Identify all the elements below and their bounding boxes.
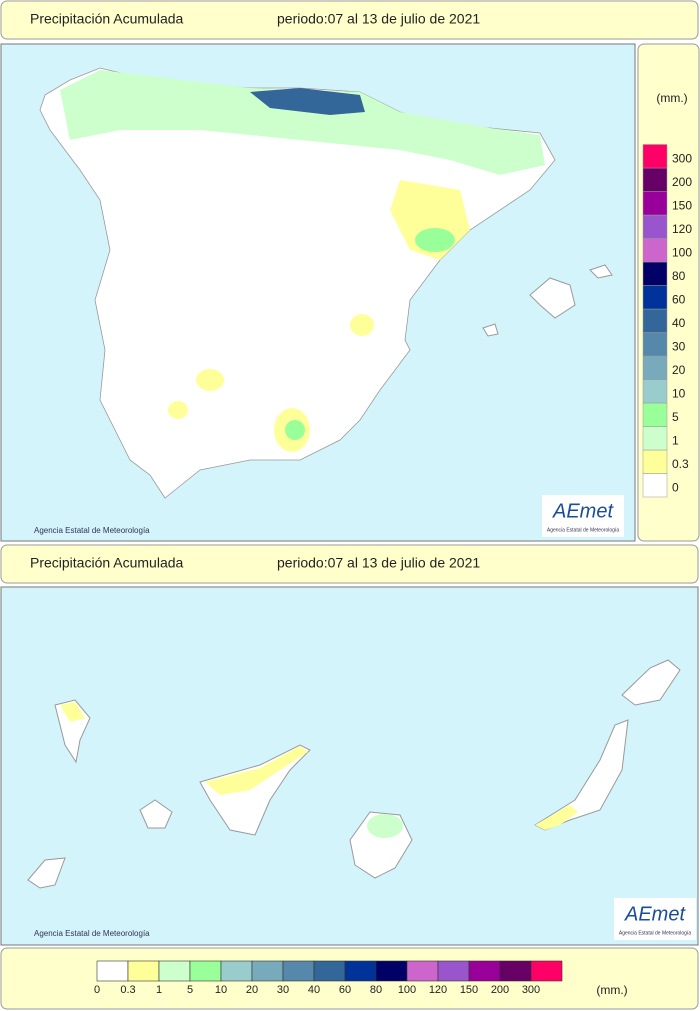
legend-label: 20 (246, 984, 258, 996)
legend-label: 40 (672, 316, 686, 330)
legend-swatch (530, 960, 563, 982)
legend-label: 0.3 (120, 984, 135, 996)
legend-swatch (642, 167, 668, 192)
legend-label: 30 (277, 984, 289, 996)
island (139, 799, 173, 829)
rain-blob (535, 805, 578, 830)
rain-blob (196, 369, 224, 391)
legend-swatch (127, 960, 160, 982)
legend-label: 60 (339, 984, 351, 996)
legend-label: 200 (491, 984, 509, 996)
legend-swatch (642, 261, 668, 286)
credit: Agencia Estatal de Meteorología (34, 526, 150, 535)
legend-label: 10 (215, 984, 227, 996)
logo-subtitle: Agencia Estatal de Meteorología (547, 527, 619, 533)
legend-label: 120 (429, 984, 447, 996)
island (621, 659, 681, 706)
header-title: Precipitación Acumulada (30, 555, 184, 571)
rain-blob (415, 228, 455, 252)
logo-box (542, 495, 624, 537)
legend-label: 20 (672, 363, 686, 377)
island (529, 277, 576, 319)
rain-blob (367, 814, 403, 838)
legend-label: 0 (672, 480, 679, 494)
island (27, 857, 66, 889)
legend-label: 80 (370, 984, 382, 996)
island (589, 264, 613, 279)
rain-blob (350, 314, 374, 336)
legend-swatch (468, 960, 501, 982)
rain-blob (168, 401, 188, 419)
legend-label: 100 (398, 984, 416, 996)
legend-swatch (158, 960, 191, 982)
legend-swatch (642, 473, 668, 498)
legend-label: 60 (672, 292, 686, 306)
legend-swatch (344, 960, 377, 982)
legend-swatch (189, 960, 222, 982)
header-period: periodo:07 al 13 de julio de 2021 (277, 11, 480, 27)
header-title: Precipitación Acumulada (30, 11, 184, 27)
legend-swatch (642, 238, 668, 263)
legend-swatch (96, 960, 129, 982)
legend-swatch (642, 191, 668, 216)
rain-blob (205, 746, 308, 795)
legend-label: 5 (187, 984, 193, 996)
legend-swatch (642, 426, 668, 451)
legend-swatch (642, 144, 668, 169)
legend-label: 300 (672, 151, 692, 165)
legend-swatch (313, 960, 346, 982)
legend-swatch (642, 379, 668, 404)
rain-blob (285, 420, 305, 440)
legend-label: 100 (672, 245, 692, 259)
legend-label: 200 (672, 175, 692, 189)
rain-north-heavy (250, 88, 365, 115)
logo: AEmet (624, 903, 686, 925)
legend-swatch (642, 332, 668, 357)
logo: AEmet (552, 500, 614, 522)
header-period: periodo:07 al 13 de julio de 2021 (277, 555, 480, 571)
legend-swatch (642, 402, 668, 427)
legend-swatch (375, 960, 408, 982)
legend-swatch (642, 285, 668, 310)
legend-swatch (642, 355, 668, 380)
legend-label: 150 (460, 984, 478, 996)
legend-label: 80 (672, 269, 686, 283)
legend-label: 300 (522, 984, 540, 996)
logo-subtitle: Agencia Estatal de Meteorología (619, 930, 691, 936)
rain-blob (60, 702, 85, 722)
legend-unit: (mm.) (596, 983, 627, 997)
legend-unit: (mm.) (656, 91, 687, 105)
island (482, 323, 499, 337)
legend-label: 1 (672, 433, 679, 447)
canary-panel (0, 586, 699, 946)
legend-label: 0.3 (672, 457, 689, 471)
legend-label: 1 (156, 984, 162, 996)
logo-box (614, 898, 696, 940)
legend-swatch (642, 214, 668, 239)
legend-swatch (437, 960, 470, 982)
legend-label: 30 (672, 339, 686, 353)
legend-label: 40 (308, 984, 320, 996)
iberia-land (39, 67, 556, 499)
legend-swatch (406, 960, 439, 982)
header-bar (0, 544, 699, 584)
legend-label: 150 (672, 198, 692, 212)
legend-swatch (642, 308, 668, 333)
legend-swatch (220, 960, 253, 982)
legend-swatch (251, 960, 284, 982)
legend-label: 10 (672, 386, 686, 400)
legend-label: 0 (94, 984, 100, 996)
credit: Agencia Estatal de Meteorología (34, 929, 150, 938)
legend-label: 5 (672, 410, 679, 424)
legend-swatch (282, 960, 315, 982)
legend-swatch (642, 449, 668, 474)
header-bar (0, 0, 699, 40)
legend-label: 120 (672, 222, 692, 236)
rain-north (60, 70, 545, 175)
legend-swatch (499, 960, 532, 982)
